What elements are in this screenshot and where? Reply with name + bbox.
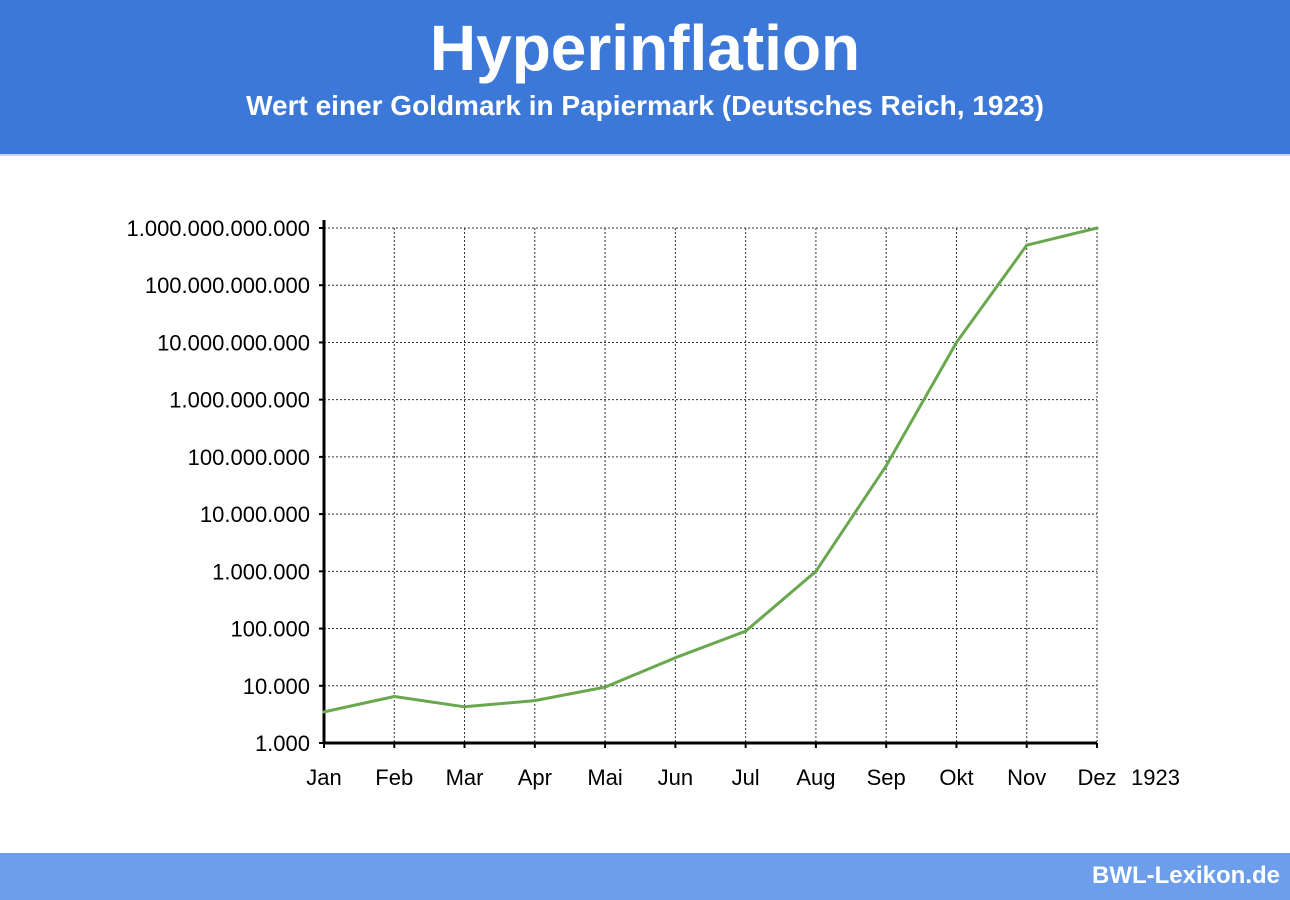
y-tick-label: 10.000.000	[200, 502, 310, 527]
x-tick-label: Nov	[1007, 765, 1046, 790]
x-tick-label: Sep	[867, 765, 906, 790]
data-point	[814, 569, 818, 573]
data-point	[1025, 243, 1029, 247]
data-point	[673, 656, 677, 660]
footer-bar: BWL-Lexikon.de	[0, 853, 1290, 900]
y-tick-label: 1.000.000.000	[169, 388, 310, 413]
data-point	[744, 629, 748, 633]
x-tick-label: Okt	[939, 765, 973, 790]
y-tick-label: 1.000	[255, 731, 310, 756]
x-tick-label: Apr	[518, 765, 552, 790]
x-tick-label: Feb	[375, 765, 413, 790]
x-tick-label: Mai	[587, 765, 622, 790]
brand-label: BWL-Lexikon.de	[1091, 862, 1280, 889]
y-tick-label: 10.000	[243, 674, 310, 699]
grid-lines	[324, 227, 1098, 743]
y-tick-label: 1.000.000	[212, 559, 310, 584]
data-point	[322, 710, 326, 714]
series	[322, 226, 1099, 714]
data-point	[603, 685, 607, 689]
y-tick-label: 100.000.000.000	[145, 273, 310, 298]
series-line	[322, 226, 1099, 714]
x-tick-label: Jul	[732, 765, 760, 790]
data-point	[884, 464, 888, 468]
x-tick-labels: Jan Feb Mar Apr Mai Jun Jul Aug Sep Okt Nov Dez 1923	[306, 765, 1180, 790]
y-tick-label: 100.000	[230, 617, 310, 642]
data-point	[1095, 226, 1099, 230]
x-tick-label: Dez	[1077, 765, 1116, 790]
x-tick-label: Jan	[306, 765, 341, 790]
x-axis-year-label: 1923	[1131, 765, 1180, 790]
page-subtitle: Wert einer Goldmark in Papiermark (Deuts…	[246, 90, 1044, 121]
page-title: Hyperinflation	[429, 12, 861, 84]
axes	[319, 220, 1098, 748]
data-point	[392, 694, 396, 698]
data-point	[954, 340, 958, 344]
y-tick-labels: 1.000 10.000 100.000 1.000.000 10.000.000 100…	[126, 216, 310, 756]
data-point	[463, 705, 467, 709]
y-tick-label: 10.000.000.000	[157, 330, 310, 355]
y-tick-label: 100.000.000	[188, 445, 310, 470]
x-tick-label: Aug	[796, 765, 835, 790]
data-point	[533, 699, 537, 703]
x-tick-label: Jun	[658, 765, 693, 790]
header-banner: Hyperinflation Wert einer Goldmark in Pa…	[0, 0, 1290, 156]
x-tick-label: Mar	[446, 765, 484, 790]
y-tick-label: 1.000.000.000.000	[126, 216, 310, 241]
